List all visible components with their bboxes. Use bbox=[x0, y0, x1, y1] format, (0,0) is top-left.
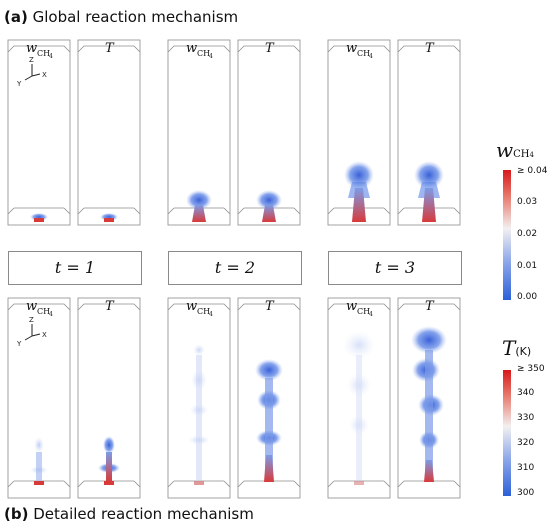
box-a-1w bbox=[7, 39, 71, 226]
cb-w-tick-4: 0.00 bbox=[517, 292, 538, 302]
svg-text:4: 4 bbox=[49, 311, 53, 318]
header-a-1w: w CH4 bbox=[26, 41, 53, 60]
cb-w-tick-1: 0.03 bbox=[517, 197, 538, 207]
svg-text:w: w bbox=[186, 299, 197, 314]
colorbar-w-title: wCH4 bbox=[496, 138, 534, 162]
plume-a-2T bbox=[256, 190, 282, 222]
svg-text:Y: Y bbox=[16, 80, 22, 88]
plume-b-3T bbox=[411, 326, 447, 482]
box-a-2T bbox=[237, 39, 301, 226]
svg-text:CH: CH bbox=[197, 49, 210, 58]
plume-a-3T bbox=[414, 161, 444, 222]
svg-text:w: w bbox=[346, 41, 357, 56]
svg-text:4: 4 bbox=[369, 311, 373, 318]
time-label-3: t = 3 bbox=[328, 251, 462, 285]
plume-b-1T bbox=[98, 436, 120, 485]
svg-text:Z: Z bbox=[29, 316, 34, 324]
time-label-2: t = 2 bbox=[168, 251, 302, 285]
plume-b-3w bbox=[343, 331, 375, 485]
plume-b-2T bbox=[255, 359, 283, 482]
svg-text:CH: CH bbox=[37, 307, 50, 316]
cb-T-tick-5: 300 bbox=[517, 488, 535, 498]
box-a-3w bbox=[327, 39, 391, 226]
header-b-1T: T bbox=[105, 299, 115, 314]
svg-text:w: w bbox=[186, 41, 197, 56]
column-headers: w CH4 w CH4 w CH4 T T T w CH4 w CH4 w CH4 T T … bbox=[26, 41, 435, 318]
plume-a-1T bbox=[100, 213, 118, 222]
time-label-1: t = 1 bbox=[8, 251, 142, 285]
cb-w-tick-0: ≥ 0.04 bbox=[517, 166, 548, 176]
panel-b-label: (b) bbox=[4, 505, 29, 523]
cb-T-tick-2: 330 bbox=[517, 413, 535, 423]
header-b-2T: T bbox=[265, 299, 275, 314]
svg-text:4: 4 bbox=[49, 53, 53, 60]
box-a-2w bbox=[167, 39, 231, 226]
svg-text:w: w bbox=[346, 299, 357, 314]
plume-b-2w bbox=[188, 344, 210, 485]
header-a-2w: w CH4 bbox=[186, 41, 213, 60]
axes-triad-a: Z X Y bbox=[16, 56, 47, 88]
panel-a-text: Global reaction mechanism bbox=[32, 8, 239, 26]
svg-text:X: X bbox=[42, 331, 47, 339]
colorbar-w bbox=[503, 170, 511, 300]
svg-text:4: 4 bbox=[209, 53, 213, 60]
panel-a-label: (a) bbox=[4, 8, 28, 26]
plume-b-1w bbox=[30, 437, 48, 485]
svg-text:w: w bbox=[26, 299, 37, 314]
header-b-3w: w CH4 bbox=[346, 299, 373, 318]
header-a-1T: T bbox=[105, 41, 115, 56]
plume-a-2w bbox=[186, 190, 212, 222]
header-a-2T: T bbox=[265, 41, 275, 56]
panel-a-title: (a) Global reaction mechanism bbox=[4, 8, 238, 26]
box-a-1T bbox=[77, 39, 141, 226]
svg-text:CH: CH bbox=[197, 307, 210, 316]
header-b-3T: T bbox=[425, 299, 435, 314]
svg-text:Y: Y bbox=[16, 340, 22, 348]
panel-b-text: Detailed reaction mechanism bbox=[33, 505, 254, 523]
row-a-boxes bbox=[7, 39, 461, 226]
cb-w-tick-3: 0.01 bbox=[517, 261, 538, 271]
cb-T-tick-0: ≥ 350 bbox=[517, 364, 545, 374]
svg-text:CH: CH bbox=[37, 49, 50, 58]
box-b-1T bbox=[77, 297, 141, 499]
svg-text:4: 4 bbox=[369, 53, 373, 60]
panel-b-title: (b) Detailed reaction mechanism bbox=[4, 505, 254, 523]
cb-T-tick-1: 340 bbox=[517, 388, 535, 398]
plume-a-1w bbox=[30, 213, 48, 222]
svg-text:CH: CH bbox=[357, 49, 370, 58]
plumes-b bbox=[30, 326, 447, 485]
row-b-boxes bbox=[7, 297, 461, 499]
colorbar-T bbox=[503, 370, 511, 496]
svg-text:w: w bbox=[26, 41, 37, 56]
svg-text:CH: CH bbox=[357, 307, 370, 316]
axes-triad-b: Z X Y bbox=[16, 316, 47, 348]
header-b-2w: w CH4 bbox=[186, 299, 213, 318]
svg-text:4: 4 bbox=[209, 311, 213, 318]
svg-text:X: X bbox=[42, 71, 47, 79]
header-a-3T: T bbox=[425, 41, 435, 56]
header-b-1w: w CH4 bbox=[26, 299, 53, 318]
plume-a-3w bbox=[344, 161, 374, 222]
cb-T-tick-4: 310 bbox=[517, 463, 535, 473]
plumes-a bbox=[30, 161, 444, 222]
cb-w-tick-2: 0.02 bbox=[517, 229, 538, 239]
colorbar-T-title: T(K) bbox=[502, 336, 532, 360]
cb-T-tick-3: 320 bbox=[517, 438, 535, 448]
svg-text:Z: Z bbox=[29, 56, 34, 64]
header-a-3w: w CH4 bbox=[346, 41, 373, 60]
